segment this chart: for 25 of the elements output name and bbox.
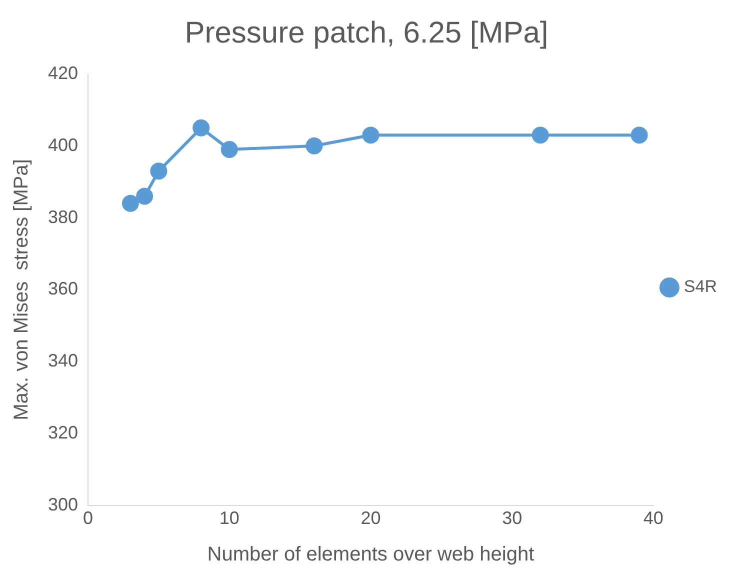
x-tick-label: 0 [83, 508, 94, 528]
x-axis-title: Number of elements over web height [207, 544, 535, 566]
point [532, 126, 549, 144]
point [220, 140, 238, 158]
x-tick-label: 20 [360, 508, 381, 528]
y-tick-label: 320 [48, 422, 78, 442]
point [136, 188, 154, 205]
y-tick-label: 340 [48, 350, 78, 371]
legend-label: S4R [684, 277, 718, 296]
y-tick-label: 300 [48, 494, 78, 514]
x-tick-label: 10 [219, 508, 240, 528]
chart-title: Pressure patch, 6.25 [MPa] [184, 16, 548, 50]
y-axis-title: Max. von Mises stress [MPa] [10, 159, 33, 420]
y-tick-label: 420 [48, 62, 78, 83]
point [362, 126, 380, 144]
point [192, 119, 210, 136]
point [122, 194, 139, 212]
point [630, 126, 648, 144]
y-tick-label: 360 [48, 278, 78, 299]
x-tick-label: 40 [643, 508, 664, 528]
y-tick-label: 400 [48, 134, 78, 155]
y-tick-label: 380 [48, 206, 78, 227]
point [150, 162, 168, 180]
point [306, 137, 323, 154]
x-tick-label: 30 [502, 508, 522, 528]
